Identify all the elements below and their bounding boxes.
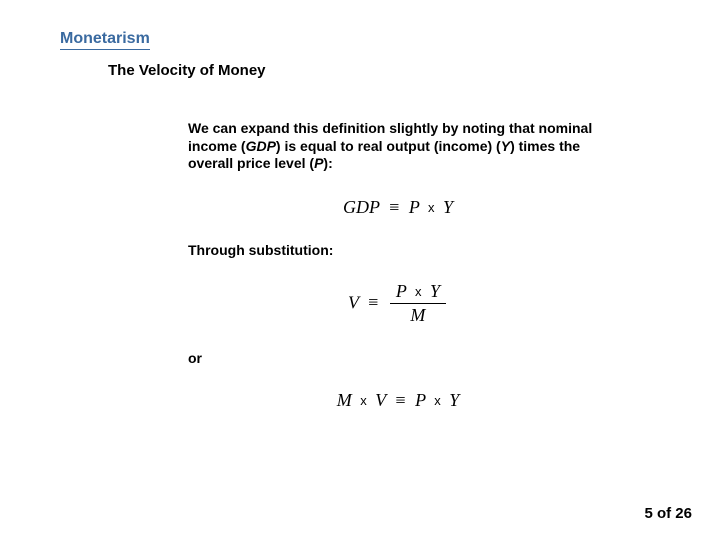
body-paragraph: We can expand this definition slightly b… [188,120,608,173]
or-label: or [188,350,608,366]
equation-3-block: M x V ≡ P x Y [188,390,608,411]
equation-2-block: V ≡ P x YM [188,282,608,327]
equation-1: GDP ≡ P x Y [343,197,453,218]
equation-3: M x V ≡ P x Y [337,390,460,411]
section-subheading: The Velocity of Money [108,62,266,79]
through-label: Through substitution: [188,242,608,258]
equation-1-block: GDP ≡ P x Y [188,197,608,218]
equation-2-fraction: P x YM [388,282,448,327]
page-number: 5 of 26 [644,505,692,522]
equation-2-denominator: M [390,304,446,326]
equation-2-left: V ≡ [348,292,388,312]
content-block: We can expand this definition slightly b… [188,120,608,435]
equation-2: V ≡ P x YM [348,282,448,327]
equation-2-numerator: P x Y [390,282,446,305]
section-heading: Monetarism [60,30,150,50]
